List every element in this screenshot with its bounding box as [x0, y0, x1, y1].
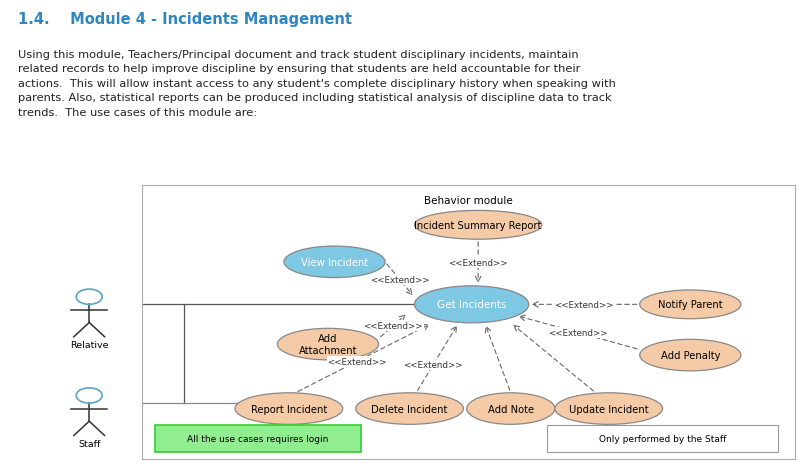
Ellipse shape [414, 286, 529, 323]
Text: <<Extend>>: <<Extend>> [548, 328, 607, 337]
Text: View Incident: View Incident [301, 258, 368, 267]
Text: <<Extend>>: <<Extend>> [370, 276, 430, 285]
Text: 1.4.    Module 4 - Incidents Management: 1.4. Module 4 - Incidents Management [18, 12, 352, 27]
Ellipse shape [466, 393, 555, 425]
Ellipse shape [356, 393, 463, 425]
FancyBboxPatch shape [155, 425, 361, 453]
Text: <<Extend>>: <<Extend>> [403, 360, 463, 369]
Text: Notify Parent: Notify Parent [658, 300, 723, 310]
Text: Behavior module: Behavior module [424, 195, 513, 205]
Text: <<Extend>>: <<Extend>> [328, 357, 387, 366]
Text: All the use cases requires login: All the use cases requires login [187, 434, 328, 443]
Text: <<Extend>>: <<Extend>> [448, 258, 508, 268]
Text: <<Extend>>: <<Extend>> [363, 321, 423, 330]
FancyBboxPatch shape [547, 425, 779, 453]
Text: Using this module, Teachers/Principal document and track student disciplinary in: Using this module, Teachers/Principal do… [18, 50, 616, 118]
Text: Incident Summary Report: Incident Summary Report [414, 220, 542, 230]
Ellipse shape [414, 211, 542, 240]
Ellipse shape [235, 393, 343, 425]
Text: Report Incident: Report Incident [251, 404, 327, 414]
Ellipse shape [277, 328, 379, 360]
Text: Add Note: Add Note [487, 404, 534, 414]
Text: Staff: Staff [78, 439, 101, 448]
Ellipse shape [555, 393, 663, 425]
Text: <<Extend>>: <<Extend>> [555, 300, 614, 309]
Ellipse shape [640, 339, 741, 371]
Text: Add Penalty: Add Penalty [661, 350, 720, 360]
Text: Relative: Relative [70, 340, 109, 349]
Ellipse shape [284, 247, 385, 278]
Ellipse shape [640, 290, 741, 319]
Text: Update Incident: Update Incident [569, 404, 649, 414]
Text: Add
Attachment: Add Attachment [298, 334, 357, 355]
Text: Delete Incident: Delete Incident [371, 404, 448, 414]
Text: Only performed by the Staff: Only performed by the Staff [599, 434, 727, 443]
Text: Get Incidents: Get Incidents [437, 300, 506, 310]
